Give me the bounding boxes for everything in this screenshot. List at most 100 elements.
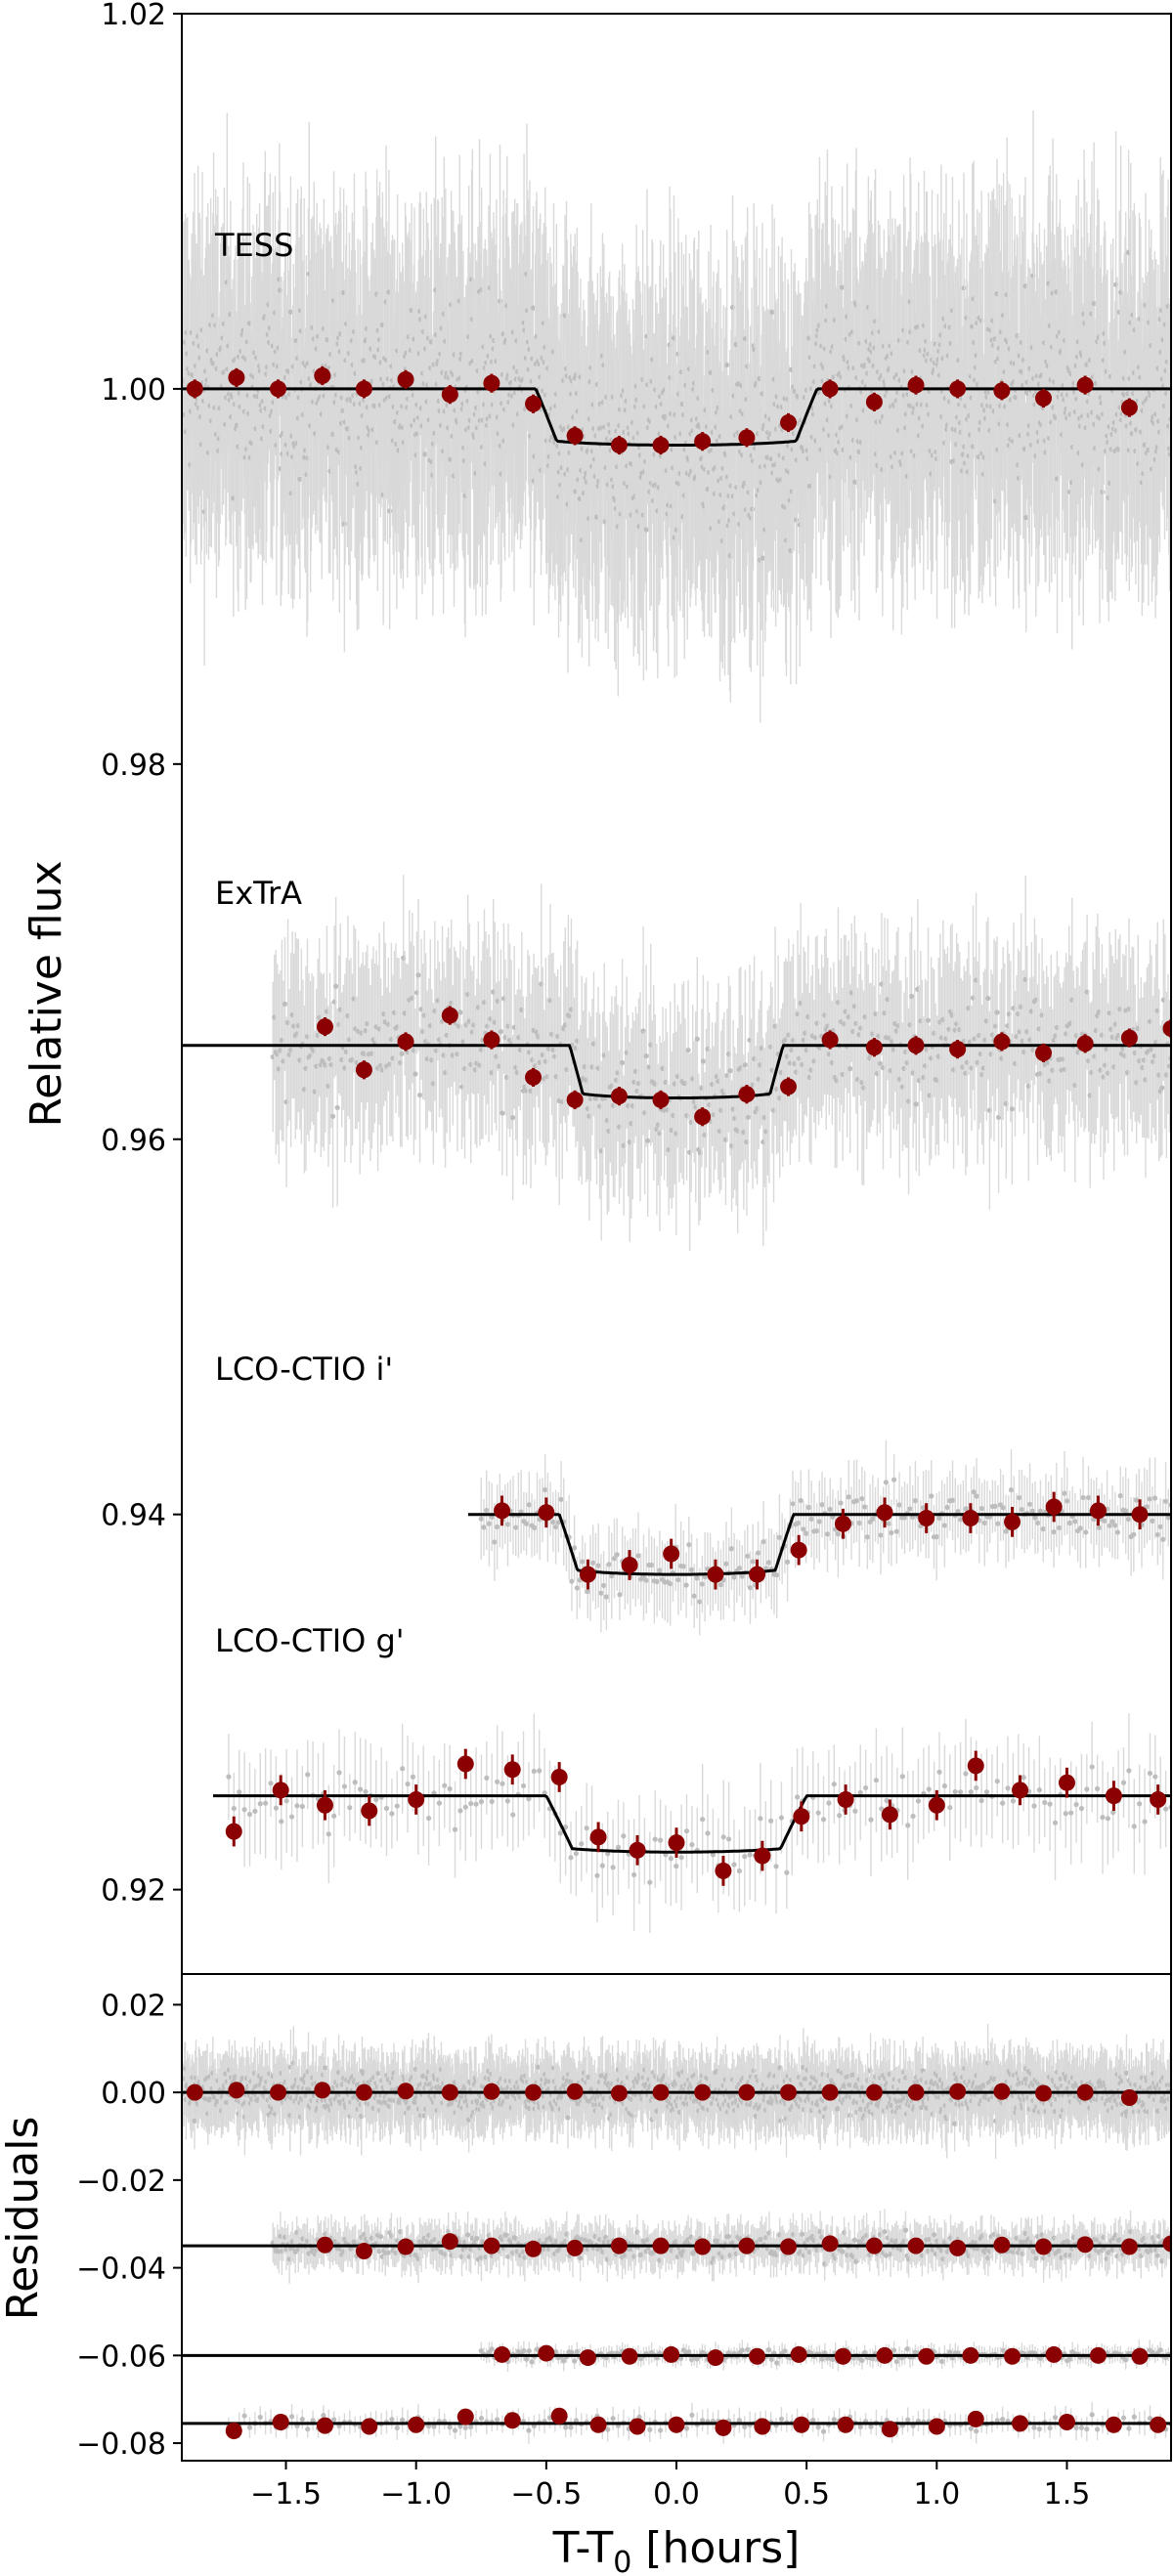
raw-data-point: [837, 1813, 843, 1819]
raw-data-point: [257, 1801, 263, 1807]
raw-data-point: [794, 517, 800, 523]
raw-data-point: [899, 1774, 905, 1780]
binned-data-point: [621, 1557, 638, 1574]
raw-data-point: [287, 309, 293, 315]
raw-data-point: [1026, 1501, 1033, 1507]
raw-data-point: [798, 1497, 804, 1504]
binned-data-point: [566, 427, 584, 445]
raw-data-point: [1066, 1520, 1073, 1526]
raw-data-point: [268, 1781, 274, 1786]
raw-data-point: [585, 1589, 590, 1595]
raw-data-point: [985, 995, 991, 1002]
raw-data-point: [387, 508, 393, 514]
raw-data-point: [686, 1542, 692, 1548]
raw-data-point: [558, 1496, 564, 1502]
raw-data-point: [442, 1782, 448, 1788]
flux-raw-points: [182, 110, 1171, 1933]
raw-data-point: [1047, 1801, 1053, 1807]
raw-data-point: [400, 1766, 406, 1772]
raw-data-point: [1000, 1800, 1006, 1806]
raw-data-point: [949, 1497, 956, 1503]
raw-data-point: [760, 555, 766, 561]
raw-data-point: [1163, 1806, 1169, 1812]
raw-data-point: [649, 1562, 655, 1568]
raw-data-point: [1037, 1508, 1044, 1514]
raw-data-point: [231, 1806, 237, 1812]
raw-data-point: [700, 1817, 706, 1823]
raw-data-point: [673, 1864, 679, 1869]
raw-data-point: [652, 1836, 658, 1842]
raw-data-point: [279, 1819, 284, 1825]
raw-data-point: [510, 1115, 516, 1121]
raw-data-point: [952, 1788, 958, 1795]
raw-data-point: [574, 1585, 580, 1591]
raw-data-point: [778, 1815, 785, 1821]
raw-data-point: [1147, 1770, 1153, 1777]
binned-data-point: [652, 437, 670, 454]
raw-data-point: [750, 1559, 756, 1565]
raw-data-point: [700, 1058, 707, 1064]
raw-data-point: [331, 1813, 337, 1819]
raw-data-point: [416, 1092, 423, 1098]
raw-data-point: [422, 451, 428, 457]
raw-data-point: [563, 1825, 569, 1830]
raw-data-point: [720, 1834, 726, 1840]
raw-data-point: [1017, 1495, 1022, 1501]
raw-data-point: [1023, 514, 1029, 521]
binned-data-point: [610, 437, 628, 454]
raw-data-point: [635, 1553, 641, 1559]
raw-data-point: [1078, 1806, 1085, 1812]
raw-data-point: [801, 1526, 806, 1532]
raw-data-point: [815, 1810, 821, 1816]
raw-data-point: [500, 1110, 505, 1116]
raw-data-point: [1159, 1085, 1165, 1091]
raw-data-point: [504, 1522, 511, 1527]
raw-data-point: [909, 993, 915, 1000]
raw-data-point: [1052, 1820, 1059, 1825]
raw-data-point: [765, 1560, 772, 1566]
binned-data-point: [1162, 1020, 1171, 1038]
raw-data-point: [550, 1519, 556, 1525]
raw-data-point: [768, 1818, 774, 1824]
raw-data-point: [263, 1800, 269, 1806]
raw-data-point: [699, 1581, 706, 1587]
raw-data-point: [305, 1772, 311, 1778]
raw-data-point: [601, 1582, 607, 1589]
raw-data-point: [688, 1567, 695, 1572]
raw-data-point: [910, 1813, 916, 1820]
raw-data-point: [896, 1502, 902, 1508]
raw-data-point: [736, 1566, 743, 1571]
binned-data-point: [1035, 1044, 1053, 1061]
raw-data-point: [557, 1830, 563, 1836]
raw-data-point: [542, 1790, 547, 1796]
binned-data-point: [993, 382, 1011, 400]
binned-data-point: [652, 1091, 670, 1108]
raw-data-point: [1056, 1524, 1063, 1531]
binned-data-point: [707, 1566, 724, 1583]
raw-data-point: [883, 1480, 890, 1485]
raw-data-point: [1091, 300, 1097, 307]
raw-data-point: [879, 1806, 885, 1812]
raw-data-point: [742, 1062, 748, 1068]
raw-data-point: [532, 1524, 538, 1530]
raw-data-point: [1157, 1524, 1163, 1529]
raw-data-point: [1083, 1529, 1089, 1535]
raw-data-point: [776, 1534, 783, 1540]
raw-data-point: [958, 1517, 964, 1523]
raw-data-point: [452, 1826, 458, 1832]
raw-data-point: [728, 1546, 734, 1552]
raw-data-point: [947, 1805, 953, 1811]
raw-data-point: [405, 1781, 411, 1787]
raw-data-point: [717, 1582, 724, 1588]
raw-data-point: [747, 1852, 753, 1858]
raw-data-point: [1107, 1523, 1112, 1528]
raw-data-point: [838, 1500, 844, 1506]
transit-model-curve: [213, 1794, 1171, 1854]
binned-data-point: [441, 386, 458, 404]
raw-data-point: [1112, 1523, 1118, 1528]
binned-data-point: [228, 368, 245, 386]
raw-data-point: [934, 1534, 939, 1540]
raw-data-point: [510, 1812, 516, 1818]
raw-data-point: [1009, 1106, 1016, 1112]
binned-data-point: [865, 393, 883, 410]
